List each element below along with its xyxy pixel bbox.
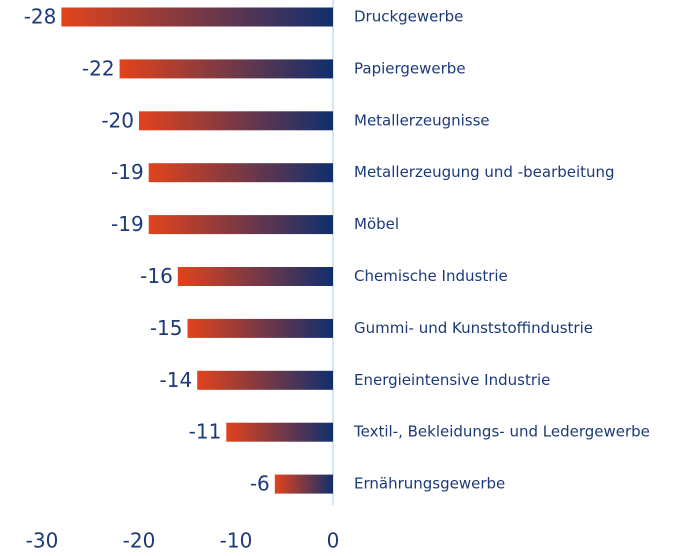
bar <box>148 163 333 183</box>
category-label: Energieintensive Industrie <box>354 371 550 389</box>
category-label: Gummi- und Kunststoffindustrie <box>354 319 593 337</box>
bar <box>61 7 334 27</box>
x-tick-label: -30 <box>26 529 59 553</box>
category-label: Textil-, Bekleidungs- und Ledergewerbe <box>353 423 650 441</box>
bar <box>187 318 333 338</box>
category-label: Papiergewerbe <box>354 59 466 77</box>
category-label: Metallerzeugnisse <box>354 111 490 129</box>
bar <box>148 215 333 235</box>
value-label: -6 <box>250 472 270 496</box>
value-label: -22 <box>82 56 115 80</box>
category-label: Ernährungsgewerbe <box>354 475 505 493</box>
value-label: -14 <box>160 368 193 392</box>
value-label: -19 <box>111 160 144 184</box>
bar <box>177 267 333 286</box>
bar <box>119 59 333 79</box>
bar <box>226 422 333 442</box>
category-label: Metallerzeugung und -bearbeitung <box>354 163 615 181</box>
value-label: -15 <box>150 316 183 340</box>
category-label: Chemische Industrie <box>354 267 508 285</box>
x-tick-label: 0 <box>327 529 340 553</box>
bar <box>274 474 333 494</box>
bar <box>139 111 333 131</box>
value-label: -11 <box>189 420 222 444</box>
x-tick-label: -20 <box>123 529 156 553</box>
category-label: Druckgewerbe <box>354 8 463 26</box>
bar <box>197 370 333 390</box>
value-label: -16 <box>140 264 173 288</box>
value-label: -28 <box>24 5 57 29</box>
value-label: -20 <box>101 108 134 132</box>
category-label: Möbel <box>354 215 399 233</box>
x-tick-label: -10 <box>220 529 253 553</box>
value-label: -19 <box>111 212 144 236</box>
